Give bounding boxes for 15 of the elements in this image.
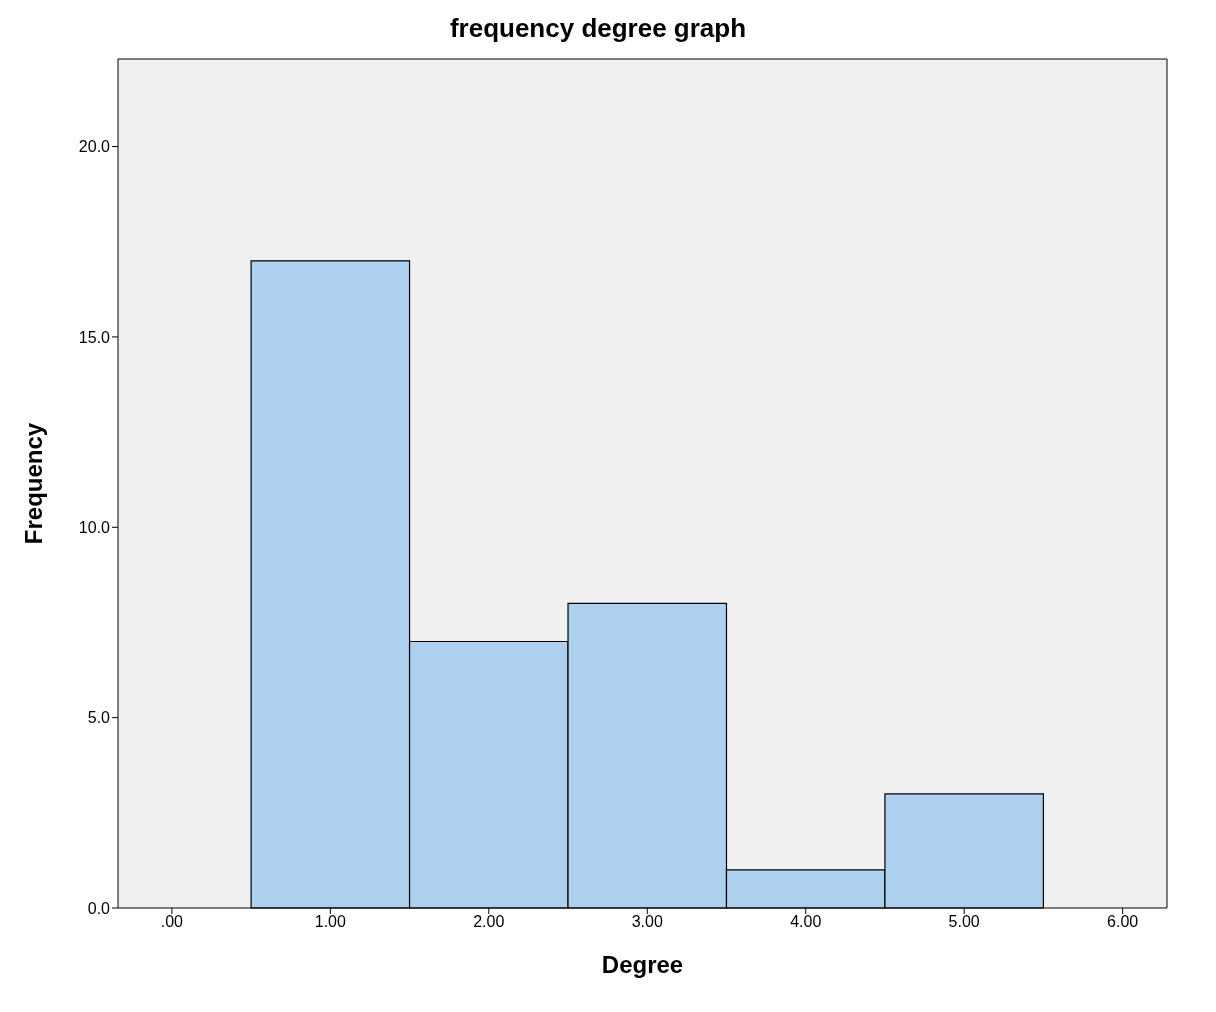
y-tick-label: 0.0 [87,899,111,917]
x-tick-label: 4.00 [790,913,822,931]
x-tick-label: 5.00 [948,913,980,931]
x-tick-label: 3.00 [631,913,663,931]
x-axis-title: Degree [601,951,684,978]
y-tick-label: 10.0 [78,518,111,536]
x-tick-label: 2.00 [473,913,505,931]
y-axis-title: Frequency [19,422,47,545]
x-tick-label: 1.00 [314,913,347,931]
x-tick-label: 6.00 [1107,913,1139,931]
x-tick-label: .00 [160,913,184,931]
y-tick-label: 15.0 [78,328,111,346]
y-tick-label: 20.0 [78,138,111,156]
chart-title: frequency degree graph [448,12,748,45]
y-tick-label: 5.0 [87,709,111,727]
